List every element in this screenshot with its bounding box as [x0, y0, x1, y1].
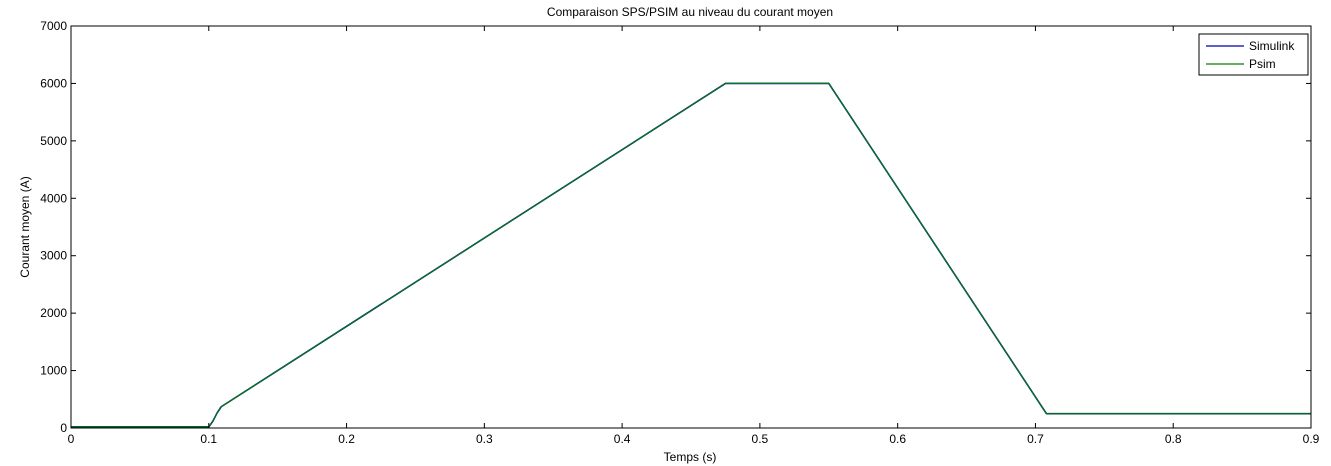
series-line-psim [71, 82, 1311, 428]
legend-label-psim: Psim [1249, 57, 1276, 71]
legend-label-simulink: Simulink [1249, 39, 1295, 53]
plot-frame [70, 25, 1312, 429]
plot-area [71, 26, 1311, 428]
x-tick-label: 0.3 [476, 432, 493, 446]
y-tick-label: 4000 [40, 191, 67, 205]
x-tick-label: 0.9 [1303, 432, 1320, 446]
chart-title: Comparaison SPS/PSIM au niveau du couran… [547, 5, 833, 19]
x-axis-label: Temps (s) [664, 450, 717, 464]
series-layer [71, 82, 1311, 428]
x-tick-label: 0.7 [1027, 432, 1044, 446]
x-tick-label: 0.5 [752, 432, 769, 446]
y-tick-label: 5000 [40, 134, 67, 148]
y-tick-label: 0 [60, 421, 67, 435]
tick-layer: 0 0.1 0.2 0.3 0.4 0.5 0.6 0.7 0.8 0.9 0 1000 2000 300… [40, 19, 1319, 446]
y-tick-label: 6000 [40, 76, 67, 90]
x-tick-label: 0 [68, 432, 75, 446]
y-tick-label: 3000 [40, 249, 67, 263]
y-tick-label: 2000 [40, 306, 67, 320]
x-tick-label: 0.1 [200, 432, 217, 446]
x-tick-label: 0.2 [338, 432, 355, 446]
legend: Simulink Psim [1198, 33, 1309, 76]
x-tick-label: 0.8 [1165, 432, 1182, 446]
x-tick-label: 0.4 [614, 432, 631, 446]
y-tick-label: 1000 [40, 364, 67, 378]
y-axis-label: Courant moyen (A) [18, 176, 32, 277]
y-tick-label: 7000 [40, 19, 67, 33]
x-tick-label: 0.6 [889, 432, 906, 446]
legend-box [1198, 33, 1309, 76]
